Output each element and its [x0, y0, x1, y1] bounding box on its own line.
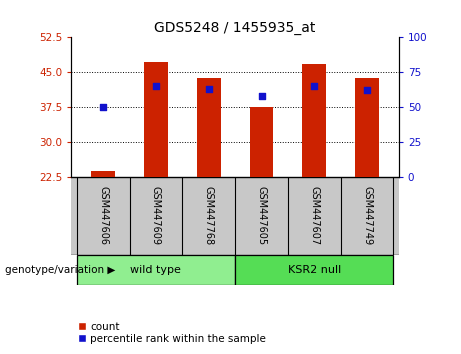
Legend: count, percentile rank within the sample: count, percentile rank within the sample: [77, 321, 267, 345]
Bar: [91, 171, 115, 177]
Bar: [355, 78, 379, 177]
Bar: [197, 78, 221, 177]
Bar: [144, 62, 168, 177]
Point: [363, 87, 371, 93]
Text: KSR2 null: KSR2 null: [288, 265, 341, 275]
Bar: [302, 64, 326, 177]
Text: GSM447749: GSM447749: [362, 186, 372, 246]
Point: [100, 104, 107, 110]
Bar: [235, 255, 394, 285]
Text: GSM447609: GSM447609: [151, 187, 161, 245]
Text: GSM447605: GSM447605: [256, 186, 266, 246]
Text: wild type: wild type: [130, 265, 181, 275]
Bar: [249, 107, 273, 177]
Title: GDS5248 / 1455935_at: GDS5248 / 1455935_at: [154, 21, 316, 35]
Point: [152, 83, 160, 89]
Point: [258, 93, 265, 99]
Text: genotype/variation ▶: genotype/variation ▶: [5, 265, 115, 275]
Text: GSM447606: GSM447606: [98, 187, 108, 245]
Bar: [77, 255, 235, 285]
Text: GSM447607: GSM447607: [309, 186, 319, 246]
Point: [311, 83, 318, 89]
Point: [205, 86, 213, 92]
Text: GSM447768: GSM447768: [204, 186, 214, 246]
